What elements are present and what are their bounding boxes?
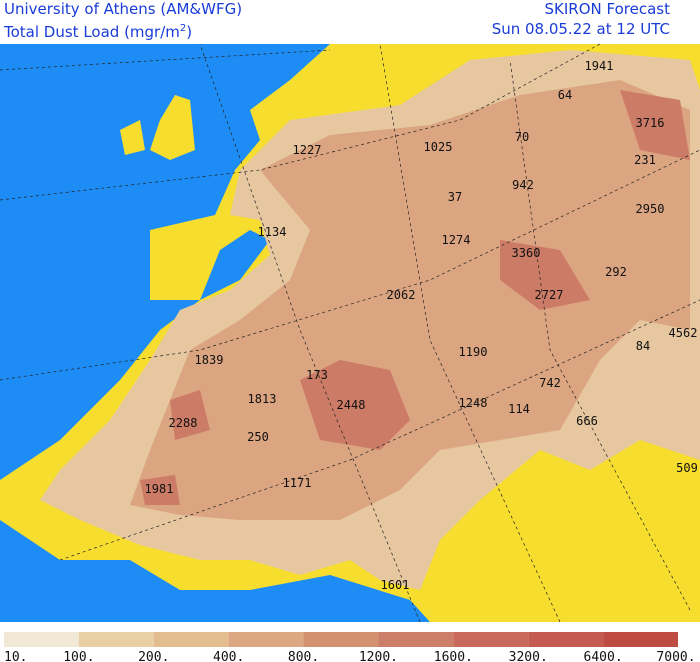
dust-value: 1190 xyxy=(459,345,488,359)
colorbar-swatch xyxy=(528,632,604,647)
dust-value: 64 xyxy=(558,88,572,102)
dust-value: 942 xyxy=(512,178,534,192)
colorbar-label: 400. xyxy=(213,650,244,662)
colorbar-swatch xyxy=(378,632,454,647)
dust-value: 37 xyxy=(448,190,462,204)
dust-value: 114 xyxy=(508,402,530,416)
dust-value: 2288 xyxy=(169,416,198,430)
dust-value: 1839 xyxy=(195,353,224,367)
dust-value: 3360 xyxy=(512,246,541,260)
forecast-name: SKIRON Forecast xyxy=(544,0,670,18)
colorbar-label: 10. xyxy=(4,650,27,662)
colorbar-swatch xyxy=(603,632,678,647)
islands xyxy=(120,95,195,160)
dust-value: 742 xyxy=(539,376,561,390)
dust-value: 1025 xyxy=(424,140,453,154)
dust-value: 1813 xyxy=(248,392,277,406)
dust-value: 1981 xyxy=(145,482,174,496)
dust-value: 1601 xyxy=(381,578,410,592)
dust-value: 231 xyxy=(634,153,656,167)
dust-value: 1941 xyxy=(585,59,614,73)
dust-value: 250 xyxy=(247,430,269,444)
dust-value: 292 xyxy=(605,265,627,279)
dust-value: 666 xyxy=(576,414,598,428)
dust-value: 1248 xyxy=(459,396,488,410)
graticule xyxy=(0,43,700,623)
map-labels: 1941 64 3716 70 1227 1025 231 942 37 2950 1134 1274… xyxy=(145,59,698,592)
dust-value: 1134 xyxy=(258,225,287,239)
colorbar-label: 1200. xyxy=(359,650,398,662)
colorbar-swatch xyxy=(4,632,79,647)
dust-value: 1274 xyxy=(442,233,471,247)
dust-value: 173 xyxy=(306,368,328,382)
colorbar-label: 1600. xyxy=(434,650,473,662)
dust-value: 509 xyxy=(676,461,698,475)
dust-value: 2727 xyxy=(535,288,564,302)
dust-medium xyxy=(130,80,690,520)
forecast-time: Sun 08.05.22 at 12 UTC xyxy=(491,20,670,38)
colorbar-label: 7000. xyxy=(656,650,695,662)
header-title: University of Athens (AM&WFG) xyxy=(4,0,243,18)
colorbar: 10. 100. 200. 400. 800. 1200. 1600. 3200. 6400. 7… xyxy=(4,632,696,662)
dust-value: 2950 xyxy=(636,202,665,216)
colorbar-swatch xyxy=(303,632,379,647)
colorbar-swatch xyxy=(153,632,229,647)
dust-value: 1227 xyxy=(293,143,322,157)
colorbar-swatch xyxy=(453,632,529,647)
colorbar-label: 100. xyxy=(63,650,94,662)
dust-value: 1171 xyxy=(283,476,312,490)
units: Total Dust Load (mgr/m xyxy=(4,23,180,41)
dust-value: 70 xyxy=(515,130,529,144)
colorbar-label: 6400. xyxy=(584,650,623,662)
colorbar-swatch xyxy=(78,632,154,647)
header-subtitle: Total Dust Load (mgr/m2) xyxy=(4,20,192,41)
dust-value: 2448 xyxy=(337,398,366,412)
units-sup: 2 xyxy=(179,23,187,34)
dust-high xyxy=(140,90,690,505)
units-end: ) xyxy=(186,23,193,41)
dust-value: 4562 xyxy=(669,326,698,340)
dust-value: 84 xyxy=(636,339,650,353)
colorbar-label: 3200. xyxy=(509,650,548,662)
dust-value: 2062 xyxy=(387,288,416,302)
dust-value: 3716 xyxy=(636,116,665,130)
colorbar-label: 800. xyxy=(288,650,319,662)
colorbar-swatch xyxy=(228,632,304,647)
colorbar-label: 200. xyxy=(138,650,169,662)
